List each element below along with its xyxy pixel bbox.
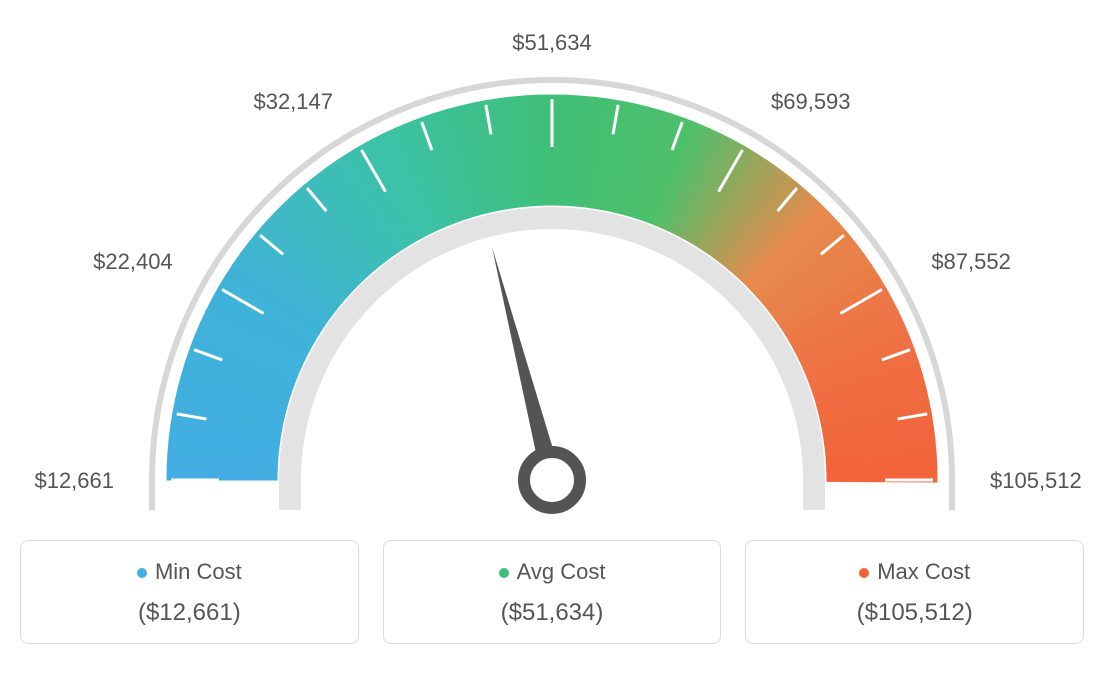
legend-max-label: Max Cost (877, 559, 970, 584)
dot-min-icon (137, 568, 147, 578)
gauge-label-2: $32,147 (243, 89, 333, 115)
gauge-label-6: $105,512 (990, 468, 1082, 494)
legend-card-max: Max Cost ($105,512) (745, 540, 1084, 644)
legend-max-value: ($105,512) (756, 599, 1073, 627)
dot-avg-icon (499, 568, 509, 578)
legend-min-value: ($12,661) (31, 599, 348, 627)
gauge-label-0: $12,661 (24, 468, 114, 494)
legend-title-min: Min Cost (31, 559, 348, 585)
gauge-chart: $12,661 $22,404 $32,147 $51,634 $69,593 $87,5… (20, 20, 1084, 530)
gauge-label-4: $69,593 (771, 89, 851, 115)
legend-avg-value: ($51,634) (394, 599, 711, 627)
legend-avg-label: Avg Cost (517, 559, 606, 584)
legend-min-label: Min Cost (155, 559, 242, 584)
legend-title-avg: Avg Cost (394, 559, 711, 585)
legend-card-avg: Avg Cost ($51,634) (383, 540, 722, 644)
legend-card-min: Min Cost ($12,661) (20, 540, 359, 644)
legend-row: Min Cost ($12,661) Avg Cost ($51,634) Ma… (20, 540, 1084, 644)
gauge-label-5: $87,552 (931, 249, 1011, 275)
gauge-label-3: $51,634 (507, 30, 597, 56)
dot-max-icon (859, 568, 869, 578)
gauge-label-1: $22,404 (83, 249, 173, 275)
legend-title-max: Max Cost (756, 559, 1073, 585)
gauge-svg (20, 20, 1084, 530)
